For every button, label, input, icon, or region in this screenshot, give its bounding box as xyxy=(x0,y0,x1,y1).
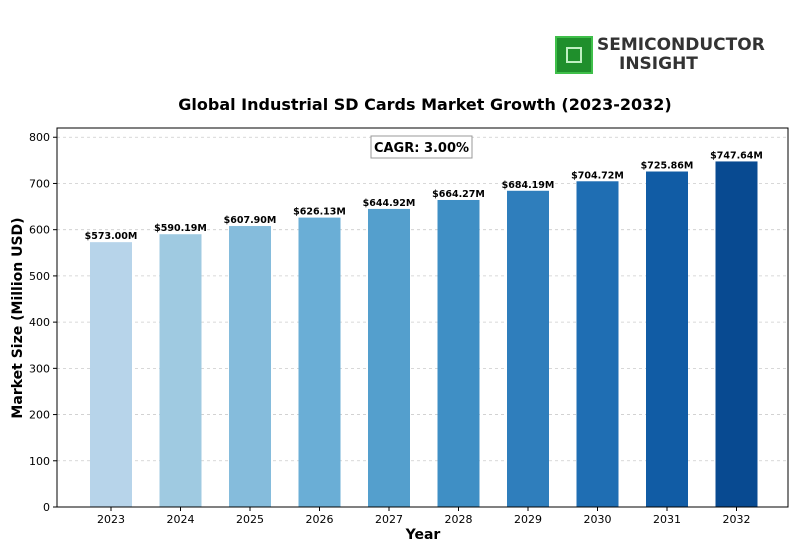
logo-line2: INSIGHT xyxy=(619,54,698,74)
y-tick-label: 400 xyxy=(29,316,50,329)
y-tick-label: 200 xyxy=(29,409,50,422)
x-tick-label: 2032 xyxy=(723,513,751,526)
chip-icon xyxy=(555,36,593,74)
bar-value-label: $626.13M xyxy=(293,207,346,218)
bar-value-label: $747.64M xyxy=(710,150,763,161)
bar xyxy=(715,161,758,507)
bar xyxy=(90,242,132,507)
cagr-label: CAGR: 3.00% xyxy=(374,141,469,156)
bar xyxy=(437,199,480,507)
x-tick-label: 2030 xyxy=(584,513,612,526)
x-tick-label: 2023 xyxy=(97,513,125,526)
x-tick-label: 2028 xyxy=(445,513,473,526)
logo-line1: SEMICONDUCTOR xyxy=(597,35,765,55)
x-tick-label: 2029 xyxy=(514,513,542,526)
y-tick-label: 600 xyxy=(29,224,50,237)
bars xyxy=(90,161,758,508)
y-tick-label: 800 xyxy=(29,131,50,144)
y-tick-label: 0 xyxy=(43,501,50,514)
y-tick-label: 100 xyxy=(29,455,50,468)
plot-frame xyxy=(56,127,789,508)
brand-logo: SEMICONDUCTOR INSIGHT xyxy=(555,36,775,78)
bar xyxy=(646,171,688,507)
bar-value-label: $725.86M xyxy=(641,161,694,172)
bar-value-label: $664.27M xyxy=(432,189,485,200)
chart-title: Global Industrial SD Cards Market Growth… xyxy=(178,95,671,114)
bar xyxy=(576,181,619,507)
x-tick-label: 2025 xyxy=(236,513,264,526)
bar-value-label: $607.90M xyxy=(224,215,277,226)
x-tick-label: 2024 xyxy=(167,513,195,526)
bar xyxy=(159,234,202,508)
x-tick-label: 2031 xyxy=(653,513,681,526)
y-axis-ticks: 0 100 200 300 400 500 600 700 800 xyxy=(29,131,57,514)
bar-value-label: $590.19M xyxy=(154,223,207,234)
bar-value-label: $644.92M xyxy=(363,198,416,209)
x-axis-label: Year xyxy=(405,527,441,543)
bar-value-label: $573.00M xyxy=(85,231,138,242)
bar xyxy=(507,190,549,507)
y-tick-label: 300 xyxy=(29,362,50,375)
bar-value-label: $704.72M xyxy=(571,170,624,181)
value-labels: $573.00M $590.19M $607.90M $626.13M $644.92M… xyxy=(85,150,763,242)
y-tick-label: 700 xyxy=(29,177,50,190)
cagr-box xyxy=(370,135,473,159)
x-tick-label: 2027 xyxy=(375,513,403,526)
x-axis-ticks: 2023 2024 2025 2026 2027 2028 2029 2030 2031 2032 xyxy=(97,507,751,526)
bar xyxy=(368,208,410,507)
x-tick-label: 2026 xyxy=(306,513,334,526)
y-axis-label: Market Size (Million USD) xyxy=(10,217,26,418)
bar xyxy=(229,226,271,507)
bar xyxy=(298,217,341,507)
logo-text: SEMICONDUCTOR INSIGHT xyxy=(597,36,765,74)
y-tick-label: 500 xyxy=(29,270,50,283)
bar-value-label: $684.19M xyxy=(502,180,555,191)
